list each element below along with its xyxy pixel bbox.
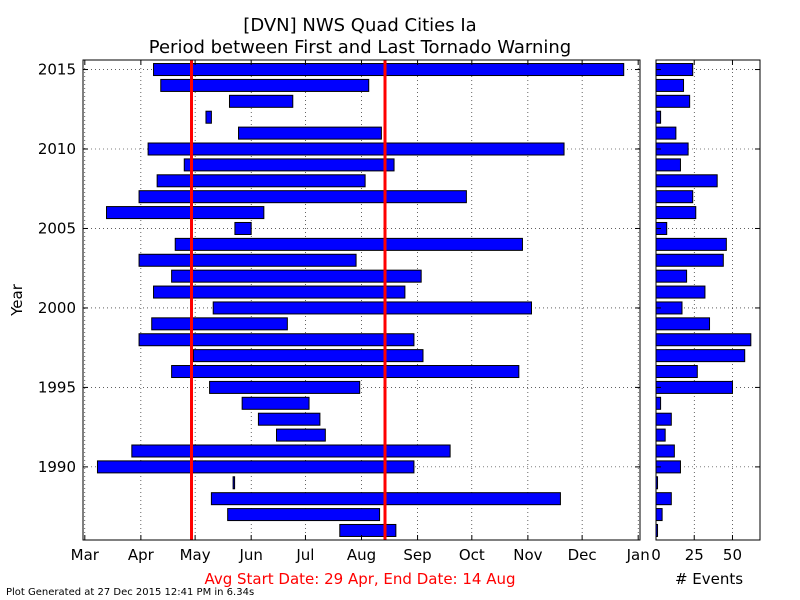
event-bar-1995 [655, 380, 733, 394]
x-tick-label: Nov [513, 546, 542, 564]
event-bar-1994 [655, 396, 662, 410]
event-bar-1999 [655, 317, 711, 331]
range-bar-2000 [212, 301, 532, 315]
x-tick-label: Dec [568, 546, 597, 564]
range-bar-2008 [156, 174, 366, 188]
event-bar-2003 [655, 253, 724, 267]
x-tick-label: Jun [238, 546, 262, 564]
event-bar-2011 [655, 126, 677, 140]
range-bar-1993 [257, 412, 321, 426]
range-bar-1987 [227, 508, 381, 522]
event-bar-1992 [655, 428, 666, 442]
event-bar-1997 [655, 349, 746, 363]
range-bar-1994 [241, 396, 310, 410]
event-bar-2014 [655, 78, 685, 92]
range-bar-1986 [339, 523, 397, 537]
events-x-tick-label: 0 [651, 546, 661, 564]
event-bar-2012 [655, 110, 662, 124]
range-bar-2012 [205, 110, 212, 124]
x-tick-label: Jan [626, 546, 650, 564]
event-bar-1998 [655, 333, 752, 347]
chart-title: [DVN] NWS Quad Cities Ia [243, 15, 476, 36]
event-bar-1988 [655, 492, 672, 506]
average-dates-label: Avg Start Date: 29 Apr, End Date: 14 Aug [204, 570, 515, 588]
range-bar-2001 [153, 285, 406, 299]
range-bar-1992 [276, 428, 326, 442]
range-bar-2003 [138, 253, 357, 267]
y-tick-label: 2000 [38, 299, 76, 317]
x-tick-label: Oct [459, 546, 485, 564]
event-bar-1991 [655, 444, 675, 458]
footer-note: Plot Generated at 27 Dec 2015 12:41 PM i… [6, 587, 254, 598]
x-tick-label: May [180, 546, 211, 564]
events-plot-frame [655, 59, 761, 541]
event-bar-1993 [655, 412, 672, 426]
range-bar-1990 [96, 460, 415, 474]
event-bar-1987 [655, 508, 663, 522]
range-bar-1997 [192, 349, 424, 363]
range-bar-1996 [171, 365, 520, 379]
y-axis-label: Year [8, 283, 26, 317]
x-tick-label: Jul [295, 546, 314, 564]
events-x-tick-label: 25 [685, 546, 704, 564]
chart-subtitle: Period between First and Last Tornado Wa… [149, 37, 571, 58]
event-bar-2013 [655, 94, 691, 108]
range-bar-1995 [209, 380, 361, 394]
events-x-tick-label: 50 [723, 546, 742, 564]
event-bar-2007 [655, 190, 694, 204]
range-bar-2014 [160, 78, 370, 92]
x-tick-label: Aug [347, 546, 376, 564]
range-bar-2007 [138, 190, 467, 204]
y-tick-label: 2015 [38, 61, 76, 79]
range-bar-2005 [234, 221, 252, 235]
event-bar-2004 [655, 237, 727, 251]
events-axis-label: # Events [675, 570, 743, 588]
range-bar-2009 [183, 158, 395, 172]
event-bar-2006 [655, 206, 697, 220]
event-bar-2015 [655, 63, 694, 77]
range-bar-2002 [171, 269, 422, 283]
event-bar-2002 [655, 269, 688, 283]
event-bar-1996 [655, 365, 698, 379]
event-bar-2009 [655, 158, 681, 172]
x-tick-label: Sep [403, 546, 431, 564]
events-plot-area: 0 25 50 [651, 59, 761, 564]
main-plot-area: Mar Apr May Jun Jul Aug Sep Oct Nov Dec Jan 1990 199… [38, 59, 650, 564]
range-bar-1998 [138, 333, 415, 347]
x-tick-label: Apr [128, 546, 155, 564]
range-bar-2010 [147, 142, 565, 156]
range-bar-2006 [106, 206, 265, 220]
range-bar-2004 [174, 237, 523, 251]
range-bar-2011 [238, 126, 382, 140]
range-bar-1991 [131, 444, 451, 458]
x-tick-label: Mar [71, 546, 100, 564]
y-tick-label: 1990 [38, 458, 76, 476]
range-bar-1999 [151, 317, 288, 331]
range-bar-2015 [153, 63, 625, 77]
event-bar-2001 [655, 285, 706, 299]
y-tick-label: 2010 [38, 140, 76, 158]
y-tick-label: 2005 [38, 219, 76, 237]
y-tick-label: 1995 [38, 378, 76, 396]
range-bar-2013 [228, 94, 294, 108]
event-bar-2008 [655, 174, 718, 188]
range-bar-1989 [232, 476, 236, 490]
